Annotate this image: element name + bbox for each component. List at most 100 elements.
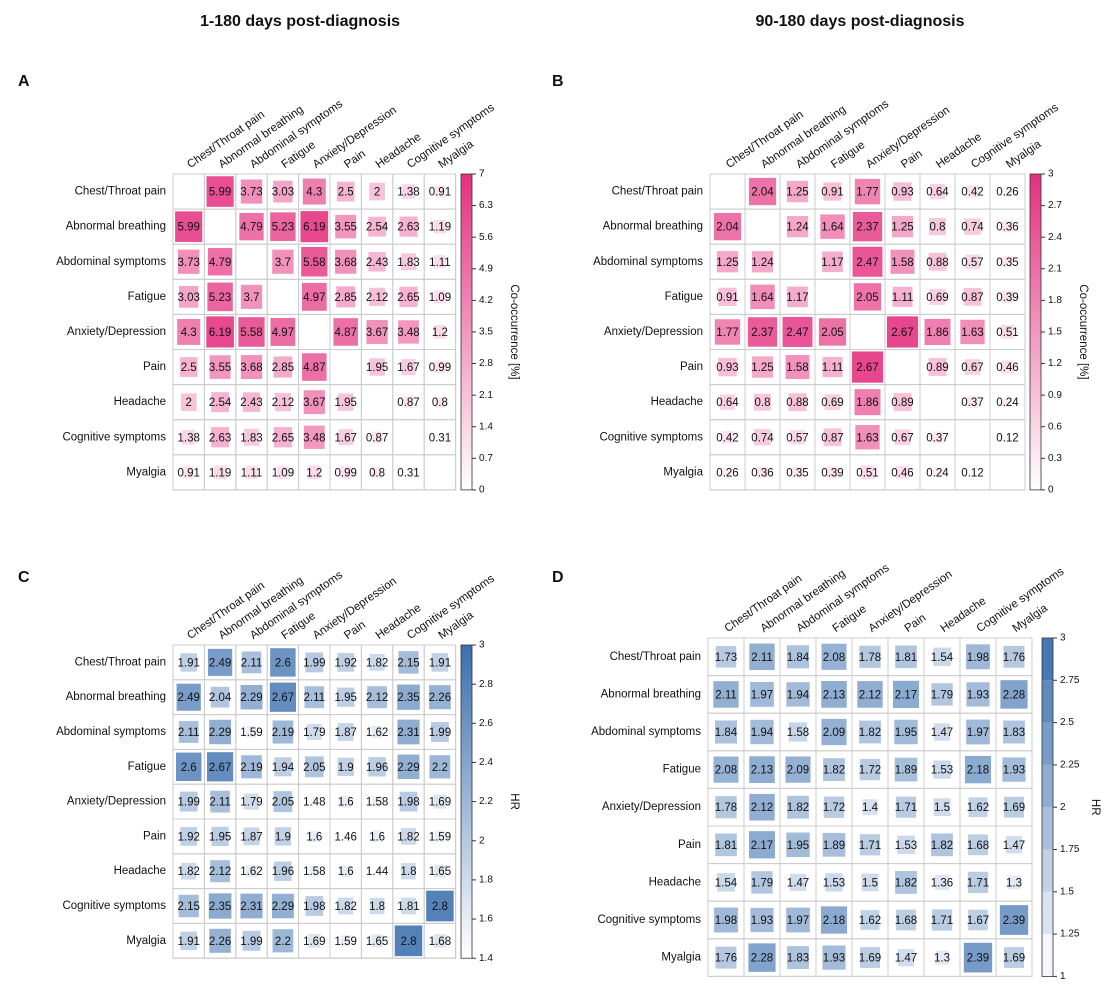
cell	[1004, 433, 1011, 441]
cell	[301, 246, 328, 277]
cell	[246, 726, 257, 738]
cell	[789, 873, 807, 892]
cell-value: 0.26	[716, 467, 738, 479]
cell-value: 1.72	[859, 765, 881, 777]
cell-value: 1.71	[967, 877, 989, 889]
cell-value: 1.99	[303, 657, 325, 669]
cell-value: 3.03	[178, 292, 200, 304]
cell	[960, 319, 985, 345]
cell-value: 2.39	[967, 953, 989, 965]
cell	[302, 353, 327, 381]
cell	[175, 211, 203, 242]
cell-value: 1.62	[240, 866, 262, 878]
cell	[862, 799, 878, 816]
row-label: Chest/Throat pain	[75, 656, 166, 668]
cell	[933, 723, 951, 741]
cell	[859, 645, 881, 668]
cell-value: 3.48	[303, 432, 325, 444]
cell	[182, 429, 196, 445]
cell	[722, 467, 733, 478]
cell	[434, 360, 446, 374]
cell	[822, 945, 846, 970]
cell	[368, 251, 386, 272]
cell-value: 2.18	[823, 915, 845, 927]
cell-value: 0.39	[821, 467, 843, 479]
row-label: Headache	[649, 876, 701, 888]
cell	[308, 933, 321, 948]
cell-value: 0.87	[366, 432, 388, 444]
cell	[714, 720, 738, 744]
cell-value: 0.99	[335, 467, 357, 479]
cell	[209, 355, 231, 379]
row-label: Anxiety/Depression	[67, 326, 166, 338]
cell	[748, 177, 777, 206]
cell-value: 1.82	[178, 866, 200, 878]
cell	[896, 465, 909, 479]
cell	[896, 909, 916, 931]
cell-value: 2.05	[856, 292, 878, 304]
cell-border	[995, 938, 1033, 977]
cell	[240, 284, 263, 309]
colorbar-tick-label: 2	[1060, 802, 1066, 813]
row-label: Pain	[143, 361, 166, 373]
cell	[429, 685, 451, 710]
cell	[430, 722, 449, 742]
cell-value: 1.11	[429, 257, 451, 269]
cell	[309, 830, 320, 843]
cell	[928, 358, 947, 377]
cell-value: 2.85	[272, 362, 294, 374]
cell-value: 1.19	[429, 222, 451, 234]
cell	[211, 392, 229, 413]
cell-value: 1.81	[715, 840, 737, 852]
cell	[374, 868, 380, 874]
cell	[854, 178, 881, 205]
cell	[861, 873, 879, 892]
cell	[860, 910, 880, 930]
cell	[243, 428, 260, 446]
cell-value: 2.05	[303, 762, 325, 774]
cell-value: 1.69	[859, 953, 881, 965]
cell	[335, 249, 357, 274]
cell-value: 2.18	[967, 765, 989, 777]
cell	[852, 211, 883, 242]
cell	[886, 316, 919, 348]
cell-value: 1.47	[787, 877, 809, 889]
cell-value: 2.13	[823, 689, 845, 701]
cell-value: 1.17	[821, 257, 843, 269]
cell	[714, 319, 741, 345]
cell-value: 2.37	[856, 222, 878, 234]
cell	[303, 390, 325, 415]
cell	[242, 392, 261, 412]
cell	[857, 681, 883, 708]
cell	[340, 865, 351, 877]
cell	[210, 790, 230, 813]
cell-value: 2.31	[240, 901, 262, 913]
cell-value: 0.8	[369, 467, 385, 479]
cell	[967, 871, 989, 894]
cell	[818, 318, 847, 346]
cell	[372, 466, 383, 478]
cell-value: 1.97	[787, 915, 809, 927]
cell	[244, 793, 259, 810]
cell	[372, 796, 383, 808]
cell-value: 1.82	[859, 727, 881, 739]
cell-value: 0.36	[996, 222, 1018, 234]
cell	[782, 316, 813, 347]
cell-value: 2.2	[432, 762, 448, 774]
cell	[826, 466, 839, 479]
colorbar-step	[1042, 638, 1053, 681]
cell	[369, 358, 385, 376]
cell-value: 1.53	[823, 877, 845, 889]
cell-value: 0.91	[716, 292, 738, 304]
cell-value: 1.58	[787, 727, 809, 739]
cell-value: 1.47	[1003, 840, 1025, 852]
cell	[207, 648, 233, 676]
cell-value: 0.93	[716, 362, 738, 374]
cell	[178, 894, 199, 918]
cell	[207, 752, 234, 782]
cell-value: 3.68	[240, 362, 262, 374]
cell-value: 0.8	[930, 222, 946, 234]
cell	[274, 827, 292, 846]
cell-value: 1.5	[934, 802, 950, 814]
cell	[924, 318, 951, 345]
